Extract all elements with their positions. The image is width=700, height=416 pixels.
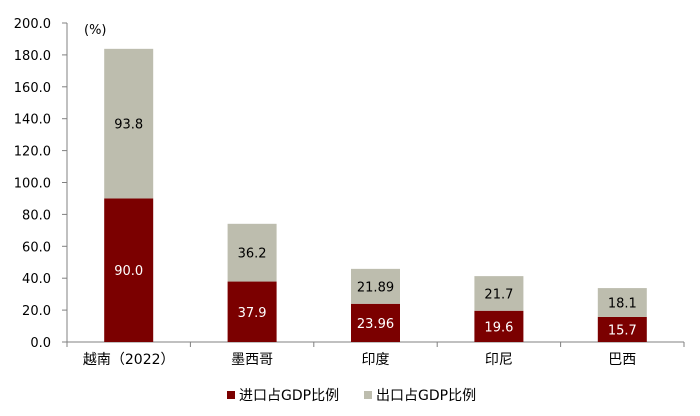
bar-segment [104,48,154,199]
data-label: 90.0 [114,264,143,279]
data-label: 21.7 [484,287,513,302]
x-category-label: 印尼 [485,352,513,368]
y-tick-label: 180.0 [14,49,51,64]
data-label: 93.8 [114,118,143,133]
data-label: 19.6 [484,320,513,335]
x-category-label: 墨西哥 [231,352,273,368]
bar-segment [597,316,647,342]
legend: 进口占GDP比例 出口占GDP比例 [227,388,476,404]
y-axis: 0.0 20.0 40.0 60.0 80.0 100.0 120.0 140.0 160.0 1… [14,17,68,351]
bar-segment [474,276,524,311]
y-tick-label: 20.0 [22,304,51,319]
bars-group: 90.0 93.8 37.9 36.2 23.96 21.89 19.6 21.7 15.7 18… [104,48,647,342]
y-tick-label: 200.0 [14,17,51,32]
legend-swatch [227,391,235,399]
y-tick-label: 0.0 [30,336,51,351]
legend-swatch [364,391,372,399]
legend-label: 进口占GDP比例 [239,388,339,404]
x-axis: 越南（2022） 墨西哥 印度 印尼 巴西 [66,341,685,368]
data-label: 15.7 [608,323,637,338]
x-category-label: 越南（2022） [83,352,175,368]
bar-segment [351,268,400,304]
y-tick-label: 120.0 [14,145,51,160]
bar-segment [227,281,277,342]
y-tick-label: 100.0 [14,177,51,192]
bar-segment [351,303,400,342]
data-label: 36.2 [238,247,267,262]
data-label: 23.96 [357,317,394,332]
bar-segment [104,198,154,342]
data-label: 37.9 [238,306,267,321]
bar-segment [597,288,647,317]
bar-segment [474,310,524,342]
y-tick-label: 60.0 [22,240,51,255]
bar-segment [227,223,277,282]
y-axis-unit-label: (%) [84,23,107,38]
legend-label: 出口占GDP比例 [376,388,476,404]
y-tick-label: 80.0 [22,208,51,223]
y-tick-label: 140.0 [14,113,51,128]
y-tick-label: 160.0 [14,81,51,96]
x-category-label: 巴西 [608,352,636,368]
x-category-label: 印度 [362,352,390,368]
y-tick-label: 40.0 [22,272,51,287]
data-label: 18.1 [608,297,637,312]
data-label: 21.89 [357,280,394,295]
